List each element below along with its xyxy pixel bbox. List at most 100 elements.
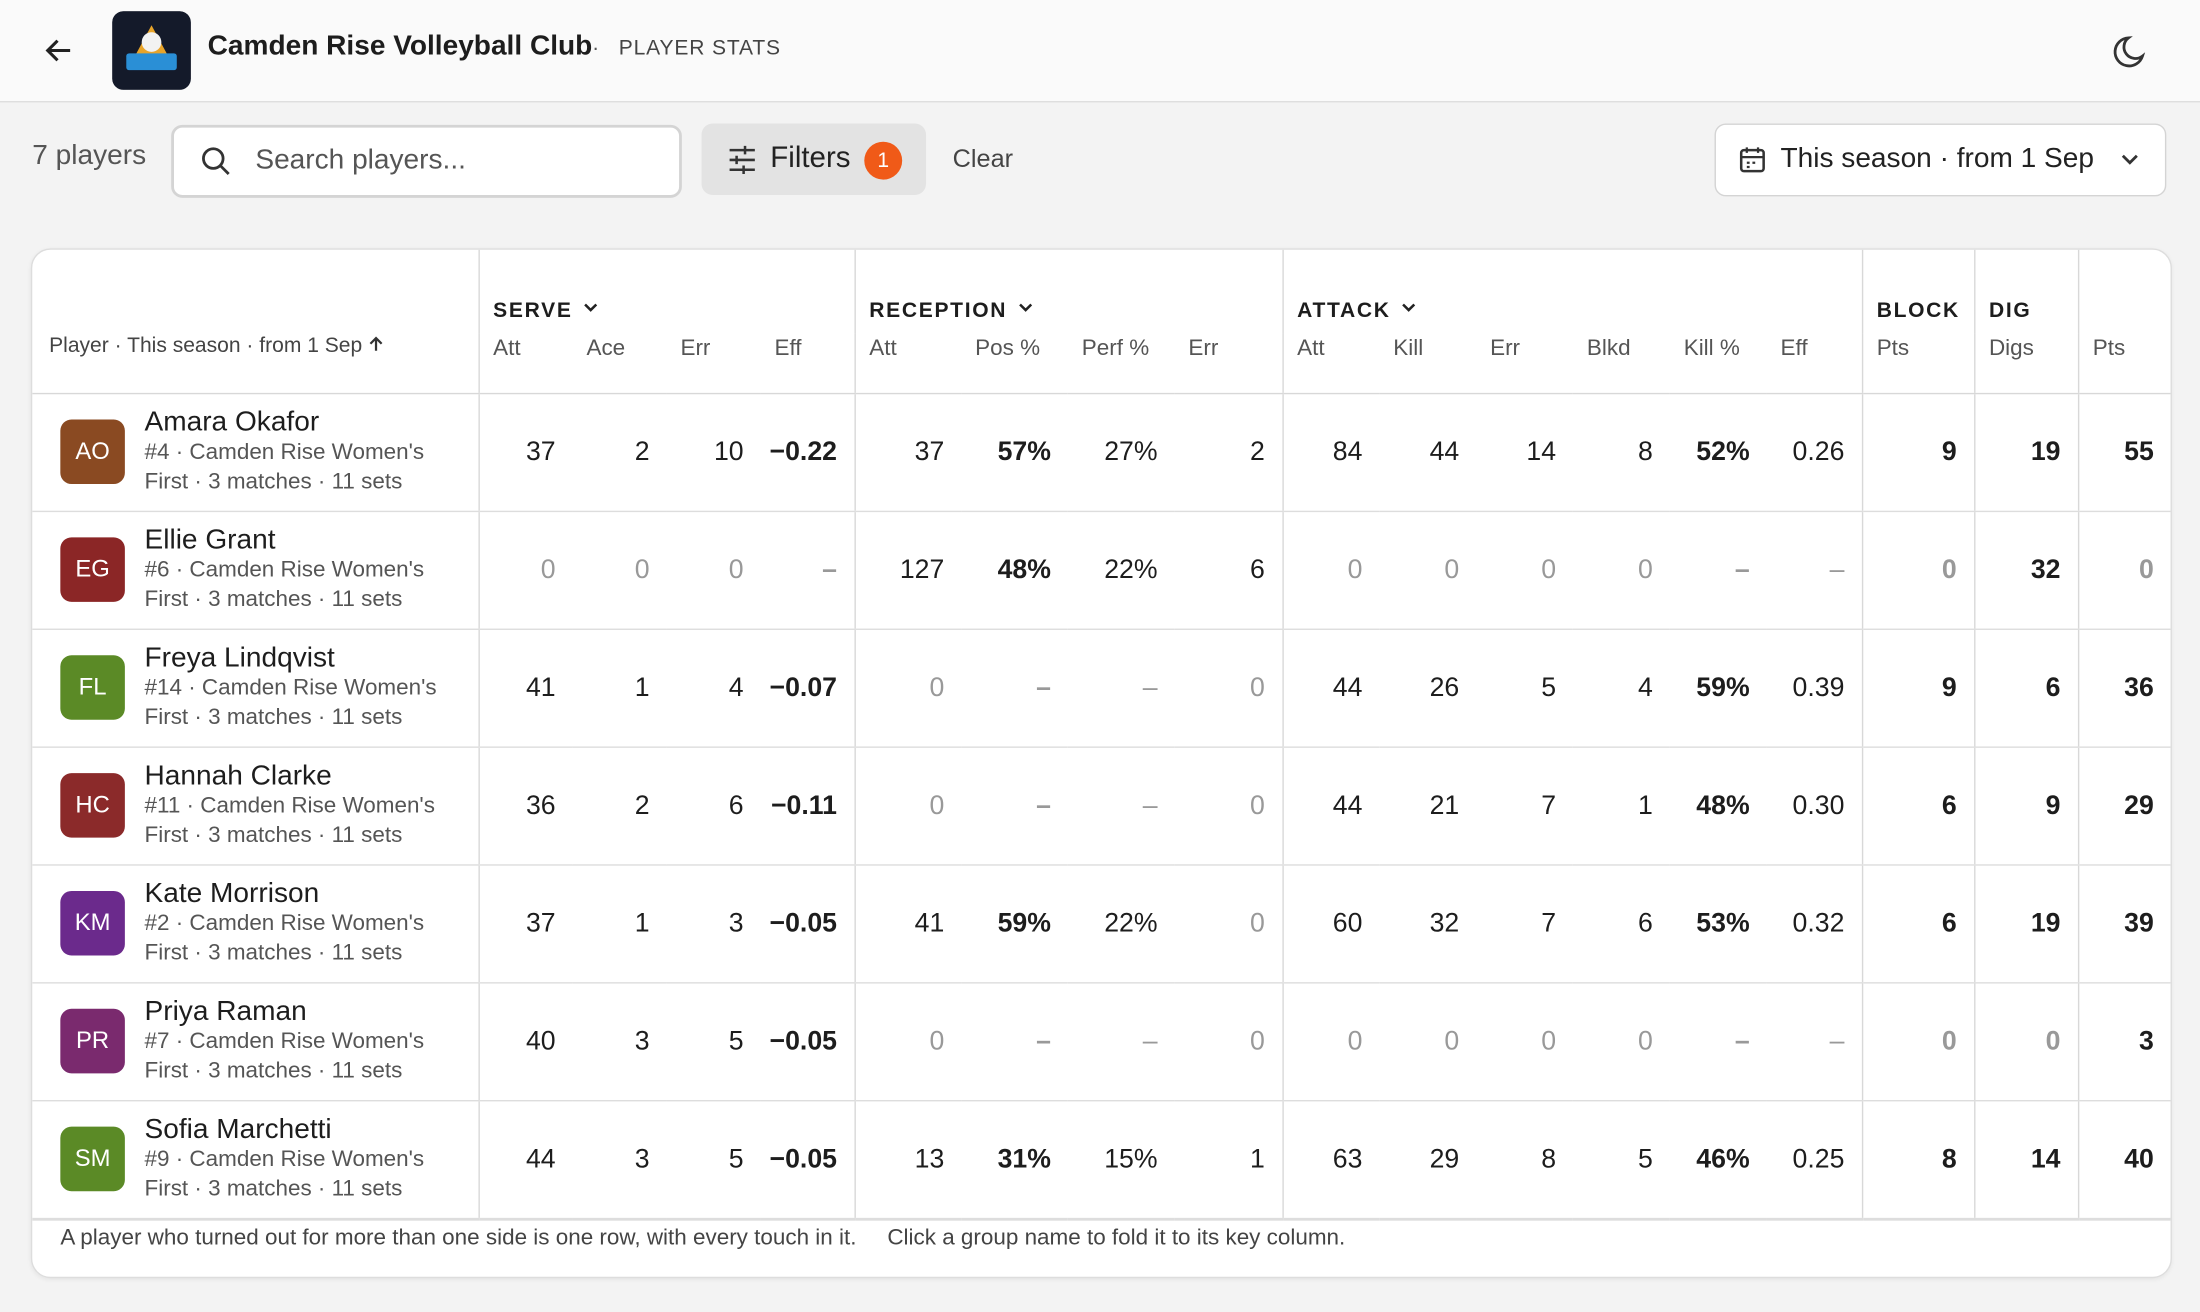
stat-cell: 36 [477,747,573,866]
column-header[interactable]: Att [477,333,573,395]
stat-cell: 0.26 [1766,393,1862,513]
column-header[interactable]: Digs [1973,333,2079,395]
stat-cell: – [1766,511,1862,630]
column-header[interactable]: Pts [2077,333,2171,395]
column-header[interactable]: Att [1281,333,1380,395]
stat-cell: 9 [1973,747,2079,866]
player-meta: #14 · Camden Rise Women's First · 3 matc… [144,676,437,730]
stat-cell: 26 [1379,629,1477,748]
stat-cell: 5 [666,1100,761,1221]
avatar: FL [60,655,125,720]
stat-cell: 1 [1572,747,1670,866]
stat-cell: 29 [1379,1100,1477,1221]
column-header[interactable]: Kill [1379,333,1477,395]
stat-cell: 48% [961,511,1068,630]
group-header[interactable]: RECEPTION [853,249,1283,334]
player-meta: #4 · Camden Rise Women's First · 3 match… [144,440,425,494]
column-header[interactable]: Pts [1861,333,1975,395]
player-name[interactable]: Sofia Marchetti [144,1114,332,1145]
player-name[interactable]: Kate Morrison [144,878,320,910]
column-header[interactable]: Pos % [961,333,1068,395]
stat-cell: 6 [1572,864,1670,984]
group-label: RECEPTION [869,298,1008,323]
stat-cell: – [1669,511,1767,630]
column-header[interactable]: Kill % [1669,333,1767,395]
column-header[interactable]: Ace [572,333,667,395]
player-meta: #6 · Camden Rise Women's First · 3 match… [144,558,425,612]
avatar: KM [60,890,125,956]
stat-cell: 40 [477,982,573,1102]
stat-cell: 53% [1669,864,1767,984]
back-button[interactable] [42,34,76,68]
player-row: HC Hannah Clarke #11 · Camden Rise Women's… [32,747,2171,866]
stat-cell: 21 [1379,747,1477,866]
stat-cell: 7 [1476,864,1573,984]
stat-cell: 2 [1174,393,1283,513]
group-header: BLOCK [1861,249,1975,334]
date-range[interactable]: This season · from 1 Sep [1714,123,2167,197]
column-header[interactable]: Att [853,333,962,395]
column-header[interactable]: Blkd [1572,333,1670,395]
stat-cell: 0.39 [1766,629,1862,748]
column-header[interactable]: Err [666,333,761,395]
stat-cell: – [1067,747,1175,866]
stat-cell: 1 [572,629,667,748]
stat-cell: 0 [853,982,962,1102]
column-header[interactable]: Perf % [1067,333,1175,395]
player-meta: #11 · Camden Rise Women's First · 3 matc… [144,794,435,848]
group-header[interactable]: ATTACK [1281,249,1862,334]
stat-cell: 0 [1281,982,1380,1102]
stat-cell: 44 [477,1100,573,1221]
theme-toggle[interactable] [2112,32,2151,71]
stat-cell: 59% [961,864,1068,984]
column-header[interactable]: Eff [1766,333,1862,395]
column-header[interactable]: Eff [760,333,855,395]
player-name[interactable]: Priya Raman [144,996,307,1028]
stat-cell: 14 [1476,393,1573,513]
stat-cell: 9 [1861,393,1975,513]
column-header[interactable]: Err [1476,333,1573,395]
stat-cell: 31% [961,1100,1068,1221]
stat-cell: 127 [853,511,962,630]
stat-cell: 29 [2077,747,2171,866]
stat-cell: 0 [1861,511,1975,630]
calendar-icon [1739,147,1765,173]
player-name[interactable]: Ellie Grant [144,524,276,556]
stat-cell: 0 [1174,982,1283,1102]
club-title: Camden Rise Volleyball Club [207,30,593,62]
stat-cell: −0.07 [760,629,855,748]
player-name[interactable]: Hannah Clarke [144,760,332,792]
stat-cell: 0 [1379,511,1477,630]
stat-cell: 0 [1476,982,1573,1102]
filters-button[interactable]: Filters 1 [701,123,927,196]
stat-cell: 2 [572,393,667,513]
stat-cell: 0 [666,511,761,630]
stat-cell: 0 [1174,864,1283,984]
filters-label: Filters [770,141,851,174]
stat-cell: – [1766,982,1862,1102]
player-cell: EG Ellie Grant #6 · Camden Rise Women's Fi… [32,511,479,630]
stat-cell: 0 [2077,511,2171,630]
player-name[interactable]: Amara Okafor [144,406,320,438]
clear-button[interactable]: Clear [952,144,1014,173]
search-box[interactable]: Search players... [171,124,682,198]
stat-cell: 0 [1861,982,1975,1102]
group-header[interactable]: SERVE [477,249,855,334]
column-header[interactable]: Err [1174,333,1283,395]
group-header: DIG [1973,249,2079,334]
player-row: AO Amara Okafor #4 · Camden Rise Women's F… [32,393,2171,513]
stat-cell: 3 [2077,982,2171,1102]
player-header-label[interactable]: Player · This season · from 1 Sep [49,333,363,358]
stat-cell: 59% [1669,629,1767,748]
stat-cell: −0.05 [760,864,855,984]
avatar: HC [60,773,125,838]
top-bar: Camden Rise Volleyball Club · PLAYER STA… [0,0,2200,103]
group-chevron [1391,299,1419,323]
stat-cell: 40 [2077,1100,2171,1221]
stat-cell: 46% [1669,1100,1767,1221]
stat-cell: 6 [1861,747,1975,866]
player-name[interactable]: Freya Lindqvist [144,642,335,674]
player-cell: AO Amara Okafor #4 · Camden Rise Women's F… [32,393,479,513]
stat-cell: 1 [1174,1100,1283,1221]
stat-cell: – [1067,982,1175,1102]
